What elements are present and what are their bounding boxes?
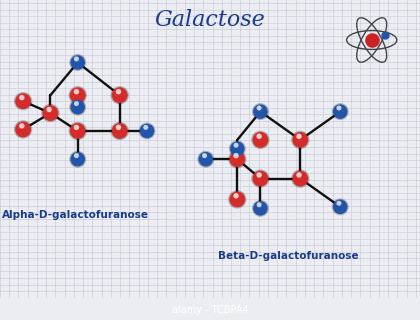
Point [256, 134, 262, 139]
Point [74, 93, 81, 98]
Point [115, 125, 122, 130]
Point [74, 93, 81, 98]
Text: alamy - TCBPA4: alamy - TCBPA4 [172, 305, 248, 315]
Point [116, 128, 123, 133]
Text: Alpha-D-galactofuranose: Alpha-D-galactofuranose [2, 210, 149, 220]
Point [201, 153, 208, 158]
Point [74, 105, 81, 110]
Point [234, 157, 241, 162]
Point [368, 37, 375, 43]
Point [116, 93, 123, 98]
Point [297, 137, 304, 142]
Point [144, 128, 150, 133]
Point [116, 128, 123, 133]
Point [336, 201, 342, 206]
Point [202, 157, 209, 162]
Point [234, 146, 241, 151]
Point [234, 157, 241, 162]
Point [20, 99, 26, 104]
Point [337, 109, 344, 114]
Point [296, 172, 302, 178]
Point [234, 197, 241, 202]
Point [257, 176, 264, 181]
Point [233, 193, 239, 198]
Point [144, 128, 150, 133]
Point [297, 176, 304, 181]
Point [336, 106, 342, 111]
Point [18, 95, 25, 100]
Point [234, 146, 241, 151]
Text: Galactose: Galactose [155, 9, 265, 31]
Point [297, 176, 304, 181]
Point [257, 206, 264, 211]
Point [20, 127, 26, 132]
Point [233, 143, 239, 148]
Point [382, 32, 389, 37]
Point [74, 157, 81, 162]
Point [74, 105, 81, 110]
Point [73, 153, 80, 158]
Point [297, 137, 304, 142]
Point [73, 89, 80, 94]
Point [256, 106, 262, 111]
Point [73, 125, 80, 130]
Point [46, 107, 52, 112]
Point [257, 109, 264, 114]
Point [257, 206, 264, 211]
Point [257, 109, 264, 114]
Point [202, 157, 209, 162]
Point [257, 137, 264, 142]
Point [47, 110, 54, 116]
Point [337, 109, 344, 114]
Point [234, 197, 241, 202]
Point [337, 204, 344, 209]
Point [257, 137, 264, 142]
Point [74, 60, 81, 65]
Point [257, 176, 264, 181]
Point [142, 125, 149, 130]
Text: Beta-D-galactofuranose: Beta-D-galactofuranose [218, 252, 359, 261]
Point [73, 56, 80, 61]
Point [256, 172, 262, 178]
Point [18, 123, 25, 128]
Point [20, 127, 26, 132]
Point [256, 202, 262, 207]
Point [20, 99, 26, 104]
Point [233, 153, 239, 158]
Point [115, 89, 122, 94]
Point [296, 134, 302, 139]
Point [74, 157, 81, 162]
Point [73, 101, 80, 106]
Point [74, 128, 81, 133]
Point [74, 60, 81, 65]
Point [74, 128, 81, 133]
Point [116, 93, 123, 98]
Point [47, 110, 54, 116]
Point [337, 204, 344, 209]
